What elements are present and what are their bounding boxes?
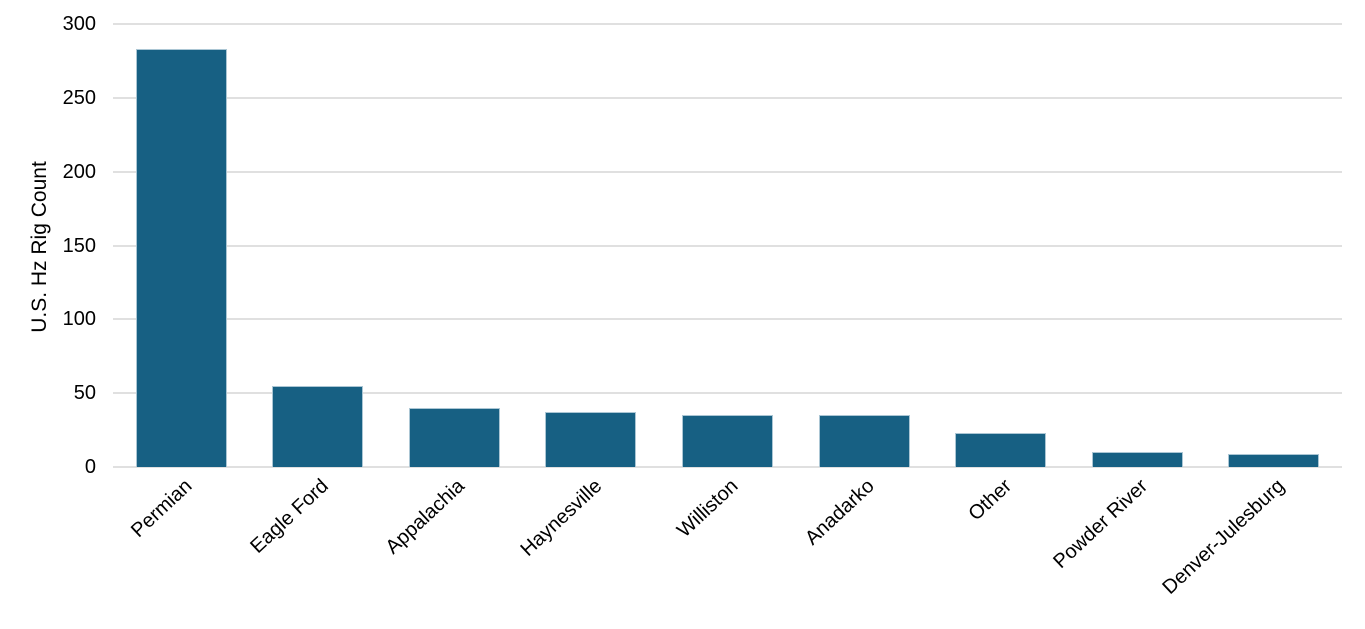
x-tick-label-williston: Williston [673,475,743,542]
gridline-y-100 [113,318,1342,321]
bar-denver-julesburg [1228,453,1320,467]
bar-other [955,433,1047,467]
y-tick-label-300: 300 [62,13,96,35]
y-tick-label-250: 250 [62,86,96,109]
bar-appalachia [408,407,500,467]
x-tick-label-other: Other [964,475,1016,526]
y-tick-label-100: 100 [62,308,96,331]
bar-anadarko [818,415,910,467]
gridline-y-150 [113,244,1342,247]
bar-williston [682,415,773,467]
gridline-y-0 [113,466,1342,468]
y-tick-label-50: 50 [73,382,96,405]
x-tick-label-eagle-ford: Eagle Ford [246,475,333,558]
bar-haynesville [545,412,637,467]
gridline-y-300 [113,23,1342,25]
y-tick-label-150: 150 [62,234,96,257]
bar-eagle-ford [272,385,364,467]
y-tick-label-0: 0 [84,456,96,478]
x-tick-label-permian: Permian [126,475,197,542]
gridline-y-50 [113,392,1342,395]
bar-permian [135,49,227,467]
y-tick-label-200: 200 [62,160,96,183]
x-tick-label-denver-julesburg: Denver-Julesburg [1158,475,1289,599]
gridline-y-200 [113,170,1342,173]
x-tick-label-anadarko: Anadarko [801,475,880,550]
x-tick-label-appalachia: Appalachia [382,475,470,559]
x-tick-label-haynesville: Haynesville [516,475,606,561]
x-tick-label-powder-river: Powder River [1049,475,1153,573]
gridline-y-250 [113,96,1342,99]
plot-area [113,23,1342,468]
bar-powder-river [1091,452,1183,467]
